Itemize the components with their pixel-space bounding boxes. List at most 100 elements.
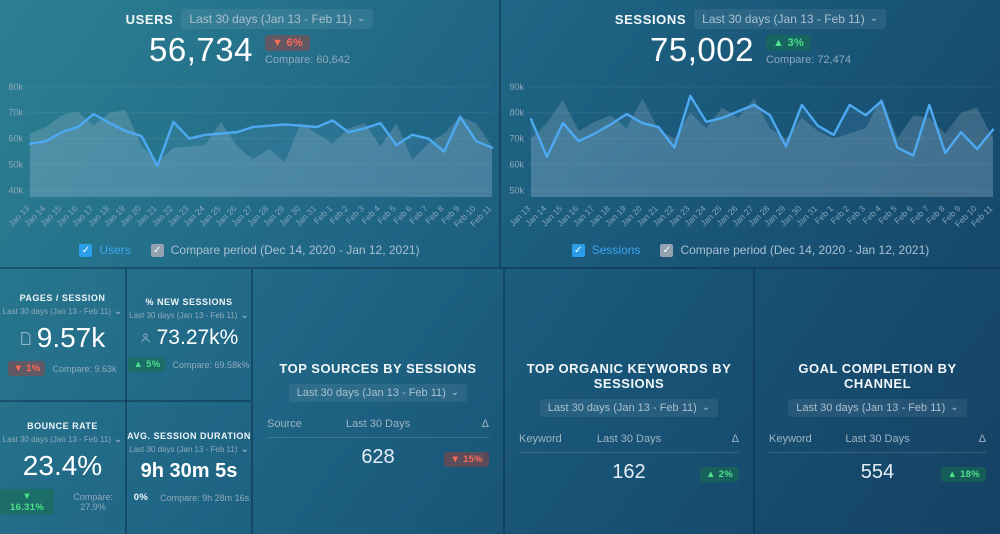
new-sessions-title: % NEW SESSIONS [145, 297, 233, 307]
top-sources-table-panel: TOP SOURCES BY SESSIONS Last 30 days (Ja… [253, 269, 503, 534]
svg-text:70k: 70k [509, 134, 524, 144]
sessions-delta-badge: ▲ 3% [765, 34, 812, 51]
svg-text:40k: 40k [8, 186, 23, 196]
person-icon [140, 332, 151, 344]
svg-text:80k: 80k [509, 108, 524, 118]
table-row[interactable]: 162 ▲ 2% [519, 453, 739, 492]
row-sessions-value: 628 [361, 446, 395, 468]
sessions-chart-panel: SESSIONS Last 30 days (Jan 13 - Feb 11) … [501, 0, 1000, 267]
table-row[interactable]: 628 ▼ 15% [267, 438, 489, 477]
sessions-series-label: Sessions [591, 243, 641, 257]
users-total-value: 56,734 [149, 31, 253, 68]
pages-per-session-value: 9.57k [36, 322, 106, 353]
svg-text:70k: 70k [8, 108, 23, 118]
checked-checkbox-icon[interactable]: ✓ [571, 243, 585, 257]
row-delta-badge: ▲ 18% [941, 466, 986, 482]
chevron-down-icon: ⌄ [450, 387, 460, 398]
users-series-label: Users [99, 243, 131, 257]
chevron-down-icon: ⌄ [950, 402, 959, 413]
avg-session-duration-value: 9h 30m 5s [140, 460, 238, 482]
avg-session-duration-card: AVG. SESSION DURATION Last 30 days (Jan … [127, 402, 251, 534]
date-range-label: Last 30 days (Jan 13 - Feb 11) [796, 402, 946, 414]
panel-divider [503, 269, 505, 534]
date-range-label: Last 30 days (Jan 13 - Feb 11) [2, 435, 111, 444]
checked-checkbox-icon[interactable]: ✓ [79, 243, 93, 257]
date-range-label: Last 30 days (Jan 13 - Feb 11) [129, 445, 238, 454]
svg-text:50k: 50k [509, 186, 524, 196]
column-last-30-days: Last 30 Days [596, 433, 662, 445]
table-row[interactable]: 554 ▲ 18% [769, 453, 986, 492]
sessions-title: SESSIONS [614, 11, 687, 27]
top-sources-title: TOP SOURCES BY SESSIONS [279, 361, 477, 376]
chevron-down-icon: ⌄ [869, 13, 879, 24]
pages-per-session-card: PAGES / SESSION Last 30 days (Jan 13 - F… [0, 269, 125, 400]
panel-divider [499, 0, 501, 267]
checked-checkbox-icon[interactable]: ✓ [660, 243, 674, 257]
sessions-compare-toggle[interactable]: ✓ Compare period (Dec 14, 2020 - Jan 12,… [660, 243, 929, 257]
users-compare-period-label: Compare period (Dec 14, 2020 - Jan 12, 2… [170, 243, 420, 257]
top-sources-date-dropdown[interactable]: Last 30 days (Jan 13 - Feb 11) ⌄ [288, 384, 468, 402]
top-keywords-date-dropdown[interactable]: Last 30 days (Jan 13 - Feb 11) ⌄ [539, 399, 719, 417]
users-series-toggle[interactable]: ✓ Users [79, 243, 131, 257]
sessions-header: SESSIONS Last 30 days (Jan 13 - Feb 11) … [501, 0, 1000, 69]
new-sessions-value: 73.27k% [156, 326, 239, 349]
column-keyword: Keyword [519, 433, 562, 445]
row-delta-badge: ▼ 15% [444, 451, 489, 467]
chevron-down-icon: ⌄ [113, 305, 123, 317]
users-date-range-dropdown[interactable]: Last 30 days (Jan 13 - Feb 11) ⌄ [181, 9, 374, 29]
column-delta: Δ [731, 433, 739, 445]
document-icon [20, 331, 31, 345]
new-sessions-date-dropdown[interactable]: Last 30 days (Jan 13 - Feb 11) ⌄ [129, 310, 249, 320]
new-sessions-card: % NEW SESSIONS Last 30 days (Jan 13 - Fe… [127, 269, 251, 400]
row-sessions-value: 162 [612, 461, 646, 483]
pages-per-session-compare: Compare: 9.63k [52, 363, 117, 374]
bounce-rate-date-dropdown[interactable]: Last 30 days (Jan 13 - Feb 11) ⌄ [2, 433, 123, 445]
users-legend: ✓ Users ✓ Compare period (Dec 14, 2020 -… [0, 243, 499, 257]
panel-divider [0, 267, 1000, 269]
users-date-range-label: Last 30 days (Jan 13 - Feb 11) [189, 12, 352, 26]
panel-divider [125, 269, 127, 534]
sessions-series-toggle[interactable]: ✓ Sessions [571, 243, 641, 257]
svg-text:60k: 60k [8, 134, 23, 144]
bounce-rate-card: BOUNCE RATE Last 30 days (Jan 13 - Feb 1… [0, 402, 125, 534]
users-delta-badge: ▼ 6% [264, 34, 311, 51]
new-sessions-delta-badge: ▲ 5% [128, 357, 166, 372]
column-delta: Δ [481, 418, 489, 430]
users-header: USERS Last 30 days (Jan 13 - Feb 11) ⌄ 5… [0, 0, 499, 69]
row-delta-badge: ▲ 2% [700, 466, 739, 482]
svg-text:80k: 80k [8, 82, 23, 92]
column-source: Source [267, 418, 302, 430]
avg-session-duration-delta: 0% [133, 492, 149, 503]
column-last-30-days: Last 30 Days [345, 418, 411, 430]
bounce-rate-delta-badge: ▼ 16.31% [0, 489, 55, 515]
date-range-label: Last 30 days (Jan 13 - Feb 11) [2, 307, 111, 316]
chevron-down-icon: ⌄ [113, 433, 123, 445]
sessions-date-range-dropdown[interactable]: Last 30 days (Jan 13 - Feb 11) ⌄ [694, 9, 887, 29]
checked-checkbox-icon[interactable]: ✓ [150, 243, 164, 257]
pages-per-session-title: PAGES / SESSION [19, 293, 106, 303]
date-range-label: Last 30 days (Jan 13 - Feb 11) [296, 387, 446, 399]
top-keywords-table-panel: TOP ORGANIC KEYWORDS BY SESSIONS Last 30… [505, 269, 753, 534]
users-title: USERS [125, 11, 174, 27]
goal-completion-date-dropdown[interactable]: Last 30 days (Jan 13 - Feb 11) ⌄ [788, 399, 967, 417]
top-keywords-table-header: Keyword Last 30 Days Δ [519, 433, 739, 453]
users-compare-toggle[interactable]: ✓ Compare period (Dec 14, 2020 - Jan 12,… [150, 243, 420, 257]
chevron-down-icon: ⌄ [240, 443, 249, 455]
pages-per-session-date-dropdown[interactable]: Last 30 days (Jan 13 - Feb 11) ⌄ [2, 305, 123, 317]
sessions-compare-period-label: Compare period (Dec 14, 2020 - Jan 12, 2… [680, 243, 930, 257]
column-delta: Δ [978, 433, 986, 445]
users-compare-value: Compare: 60,642 [264, 53, 350, 66]
sessions-total-value: 75,002 [650, 31, 754, 68]
sessions-date-range-label: Last 30 days (Jan 13 - Feb 11) [702, 12, 865, 26]
panel-divider [753, 269, 755, 534]
goal-completion-title: GOAL COMPLETION BY CHANNEL [798, 361, 957, 391]
goal-completion-table-panel: GOAL COMPLETION BY CHANNEL Last 30 days … [755, 269, 1000, 534]
bounce-rate-compare: Compare: 27.9% [73, 492, 113, 512]
chevron-down-icon: ⌄ [701, 402, 711, 413]
top-sources-table-header: Source Last 30 Days Δ [267, 418, 489, 438]
chevron-down-icon: ⌄ [356, 13, 366, 24]
avg-session-duration-date-dropdown[interactable]: Last 30 days (Jan 13 - Feb 11) ⌄ [129, 443, 249, 455]
